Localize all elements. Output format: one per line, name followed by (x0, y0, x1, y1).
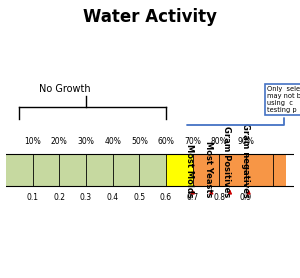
Bar (6, 154, 166, 186)
Bar (193, 154, 286, 186)
Bar (166, 154, 193, 186)
Text: 30%: 30% (78, 137, 94, 146)
Text: 0.1: 0.1 (27, 193, 39, 202)
Text: 80%: 80% (211, 137, 228, 146)
Text: 50%: 50% (131, 137, 148, 146)
Text: 0.2: 0.2 (53, 193, 65, 202)
Text: Water Activity: Water Activity (83, 8, 217, 26)
Text: Gram Positives: Gram Positives (222, 126, 231, 197)
Text: 90%: 90% (238, 137, 254, 146)
Text: Only  sele
may not b
using  c
testing p: Only sele may not b using c testing p (188, 86, 300, 125)
Text: 0.4: 0.4 (106, 193, 119, 202)
Text: 0.3: 0.3 (80, 193, 92, 202)
Text: 20%: 20% (51, 137, 68, 146)
Text: 10%: 10% (24, 137, 41, 146)
Text: 0.7: 0.7 (187, 193, 199, 202)
Text: 60%: 60% (158, 137, 174, 146)
Text: Gram negatives: Gram negatives (241, 123, 250, 197)
Text: No Growth: No Growth (39, 84, 91, 94)
Text: 40%: 40% (104, 137, 121, 146)
Text: 0.6: 0.6 (160, 193, 172, 202)
Text: 70%: 70% (184, 137, 201, 146)
Text: 0.9: 0.9 (240, 193, 252, 202)
Text: 0.8: 0.8 (213, 193, 225, 202)
Text: Most Molds: Most Molds (185, 144, 194, 197)
Text: 0.5: 0.5 (133, 193, 145, 202)
Text: Most Yeasts: Most Yeasts (204, 141, 213, 197)
